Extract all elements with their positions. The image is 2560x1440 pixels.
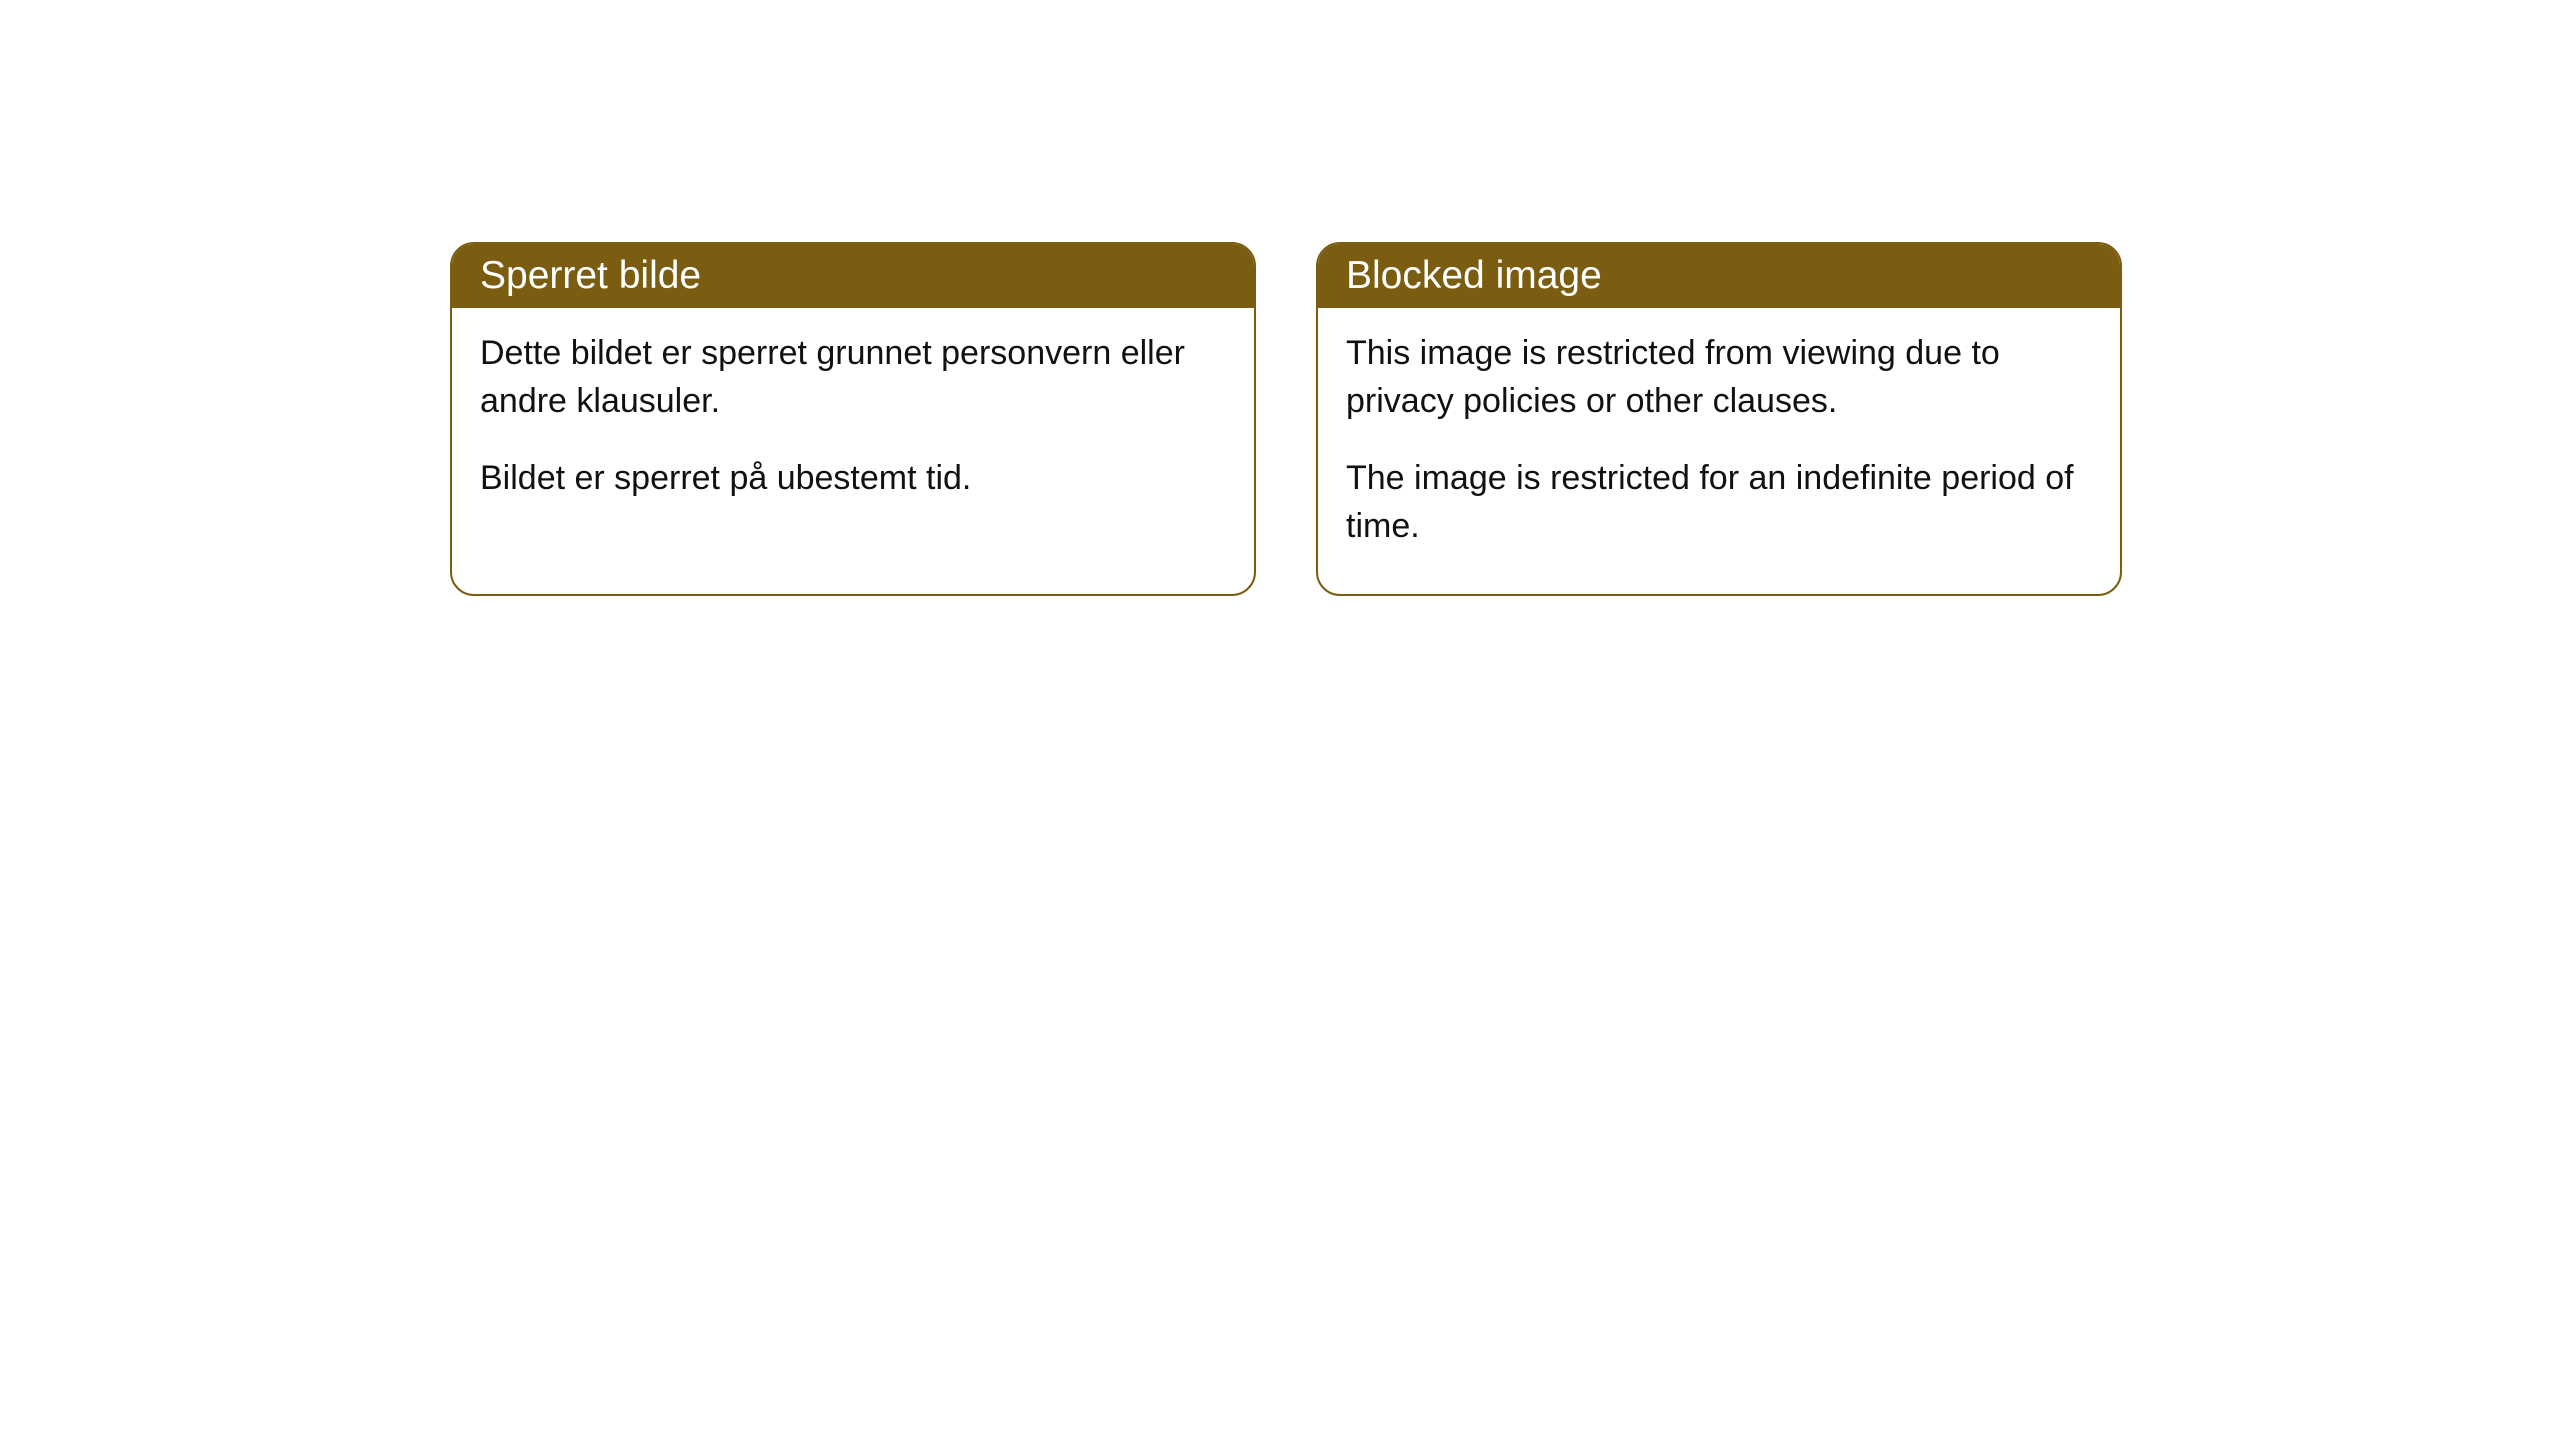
card-norwegian: Sperret bilde Dette bildet er sperret gr…: [450, 242, 1256, 596]
card-header-norwegian: Sperret bilde: [452, 244, 1254, 308]
card-body-english: This image is restricted from viewing du…: [1318, 308, 2120, 594]
card-header-english: Blocked image: [1318, 244, 2120, 308]
card-body-norwegian: Dette bildet er sperret grunnet personve…: [452, 308, 1254, 547]
english-paragraph-1: This image is restricted from viewing du…: [1346, 330, 2092, 425]
norwegian-paragraph-2: Bildet er sperret på ubestemt tid.: [480, 455, 1226, 503]
cards-container: Sperret bilde Dette bildet er sperret gr…: [450, 242, 2122, 596]
card-english: Blocked image This image is restricted f…: [1316, 242, 2122, 596]
norwegian-paragraph-1: Dette bildet er sperret grunnet personve…: [480, 330, 1226, 425]
english-paragraph-2: The image is restricted for an indefinit…: [1346, 455, 2092, 550]
